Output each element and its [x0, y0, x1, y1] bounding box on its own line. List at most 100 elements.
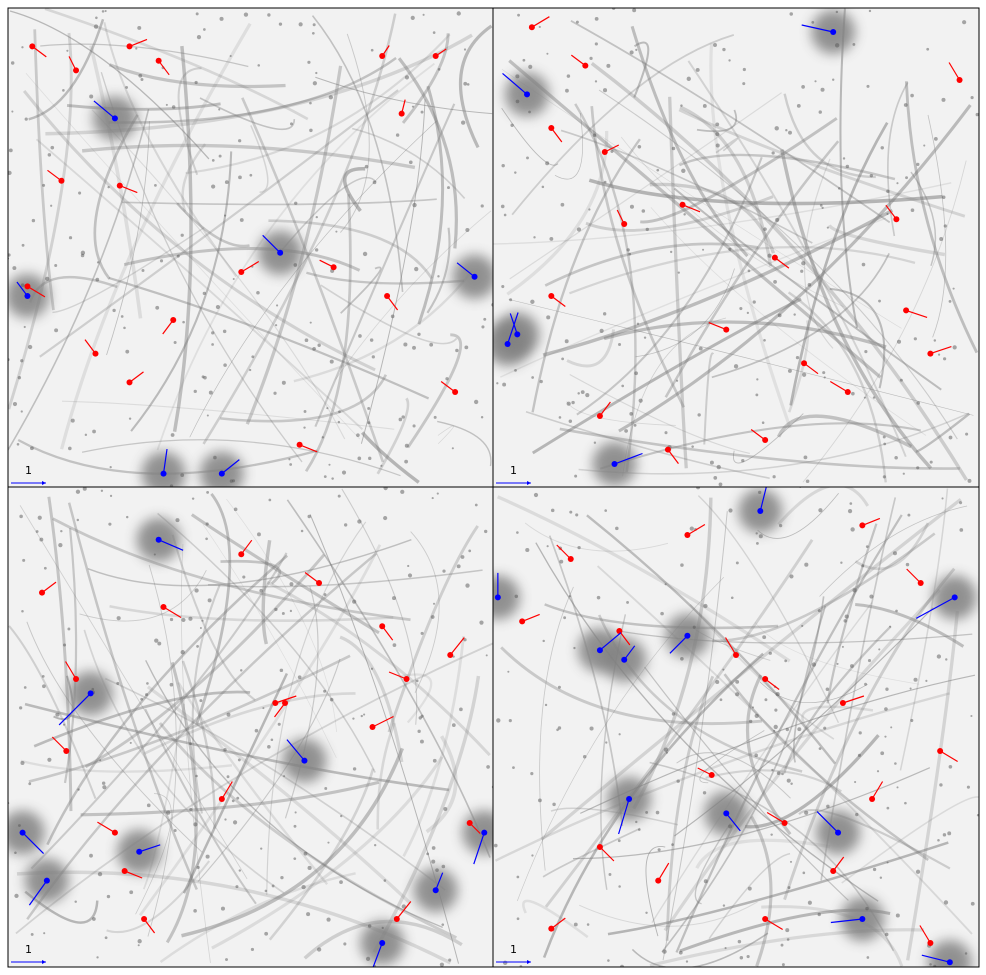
knot	[102, 785, 107, 790]
knot	[715, 143, 720, 148]
knot	[882, 475, 886, 479]
knot	[58, 542, 63, 548]
velocity-vector	[27, 285, 46, 298]
knot	[447, 186, 450, 190]
knot	[728, 508, 733, 513]
knot	[899, 378, 903, 382]
knot	[764, 698, 768, 702]
knot	[702, 104, 707, 108]
knot	[483, 317, 487, 321]
knot	[195, 12, 199, 16]
knot	[155, 305, 160, 310]
filament	[397, 57, 458, 249]
knot	[463, 81, 468, 86]
knot	[574, 474, 578, 478]
knot	[886, 861, 889, 864]
filament	[142, 703, 185, 890]
knot	[894, 762, 897, 765]
knot	[45, 276, 50, 281]
knot	[680, 656, 684, 661]
halo	[316, 580, 323, 586]
velocity-vector	[948, 62, 961, 81]
halo	[956, 77, 963, 83]
knot	[886, 189, 890, 194]
knot	[224, 818, 227, 821]
knot	[619, 964, 625, 967]
filament	[195, 492, 232, 725]
filament	[522, 899, 589, 939]
halo	[73, 67, 80, 74]
knot	[564, 339, 569, 344]
knot	[615, 526, 619, 531]
filament	[841, 796, 979, 884]
knot	[180, 650, 185, 655]
filament	[15, 642, 494, 935]
knot	[702, 248, 705, 251]
knot	[786, 938, 790, 941]
knot	[249, 173, 253, 177]
knot	[665, 751, 668, 754]
knot	[607, 959, 610, 962]
knot	[89, 94, 94, 99]
knot	[735, 679, 740, 684]
knot	[638, 398, 643, 403]
filament	[181, 143, 207, 212]
knot	[431, 859, 436, 864]
knot	[662, 949, 667, 954]
filament	[603, 320, 887, 349]
knot	[937, 353, 941, 356]
filament	[159, 872, 356, 963]
filament	[171, 534, 256, 701]
velocity-vector	[162, 449, 168, 474]
velocity-vector	[456, 262, 475, 278]
halo	[859, 916, 866, 922]
knot	[137, 944, 140, 947]
knot	[96, 261, 100, 264]
knot	[137, 25, 142, 30]
filament	[220, 374, 388, 423]
knot	[193, 822, 198, 827]
knot	[910, 718, 914, 723]
knot	[311, 31, 315, 35]
knot	[474, 399, 479, 405]
knot	[75, 489, 81, 494]
filament	[108, 63, 286, 89]
knot	[811, 21, 815, 24]
filament	[437, 425, 455, 444]
filament	[827, 224, 946, 257]
knot	[196, 865, 200, 870]
knot	[785, 727, 789, 732]
halo	[664, 446, 671, 453]
knot	[819, 204, 823, 207]
knot	[715, 132, 720, 137]
knot	[558, 416, 562, 419]
knot	[201, 619, 204, 622]
knot	[858, 731, 862, 735]
knot	[913, 337, 917, 341]
knot	[54, 264, 58, 268]
knot	[328, 95, 333, 100]
halo	[379, 53, 386, 59]
velocity-vector	[939, 750, 958, 763]
filament	[783, 625, 892, 774]
knot	[530, 772, 534, 776]
filament	[630, 25, 749, 258]
knot	[880, 751, 885, 756]
knot	[629, 204, 634, 209]
filament	[306, 271, 465, 285]
knot	[571, 400, 575, 405]
knot	[801, 261, 806, 266]
filament	[723, 673, 929, 861]
filament	[705, 769, 842, 793]
knot	[728, 59, 731, 62]
knot	[746, 311, 750, 315]
knot	[902, 472, 905, 475]
filament	[220, 559, 282, 585]
knot	[260, 847, 263, 850]
knot	[656, 168, 660, 172]
halo	[762, 916, 769, 922]
filament	[426, 227, 451, 314]
knot	[910, 93, 914, 98]
halo	[481, 829, 488, 836]
filament	[801, 705, 874, 732]
